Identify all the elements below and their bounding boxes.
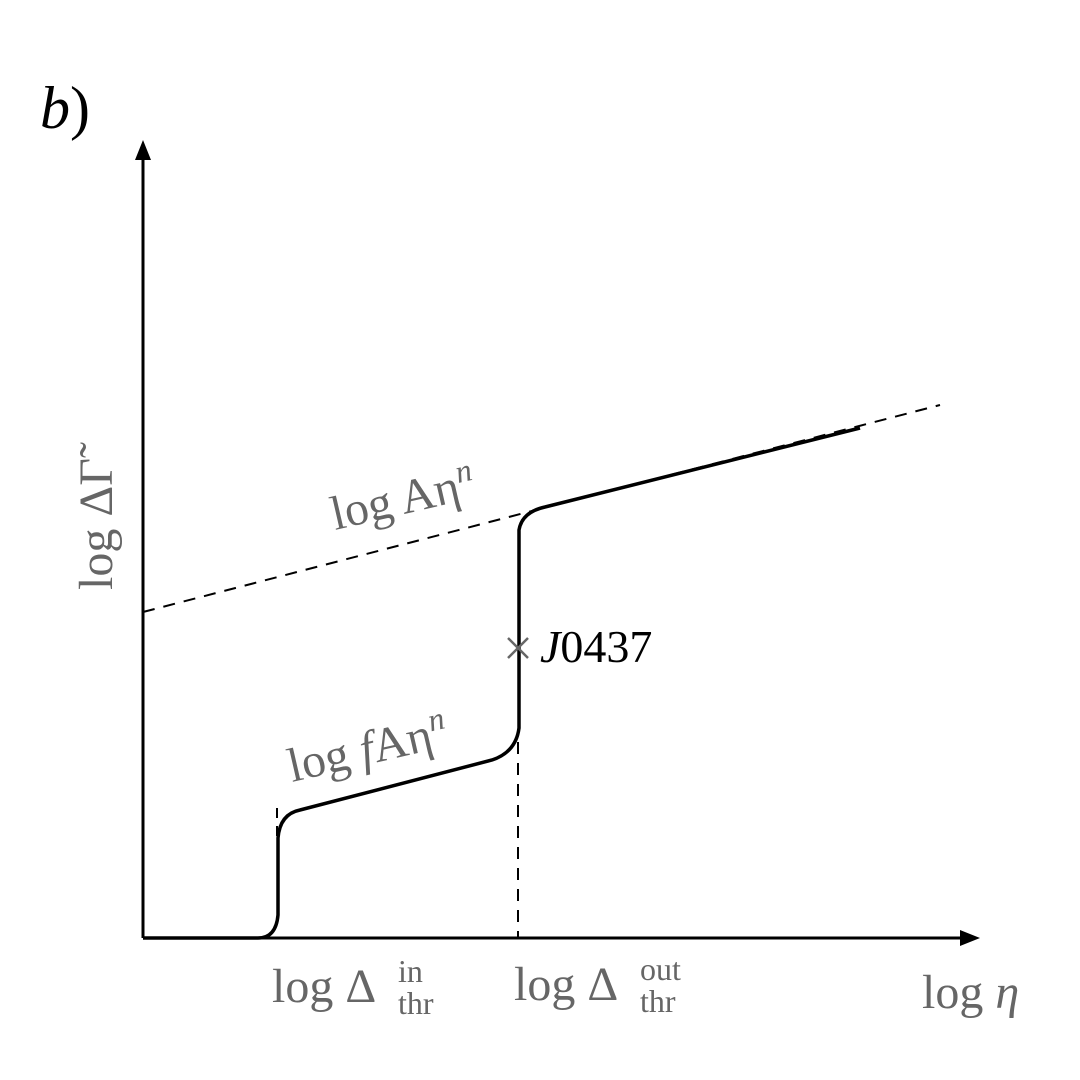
x-var: η bbox=[995, 966, 1019, 1019]
outer-threshold-label: log Δ out thr bbox=[514, 951, 681, 1019]
inner-threshold-label: log Δ in thr bbox=[272, 953, 434, 1021]
panel-label: b) bbox=[40, 75, 90, 141]
upper-sup: n bbox=[452, 451, 476, 490]
threshold-sup: out bbox=[640, 951, 681, 987]
threshold-base: log Δ bbox=[514, 958, 618, 1011]
x-prefix: log bbox=[922, 966, 995, 1019]
threshold-sup: in bbox=[398, 953, 423, 989]
threshold-sub: thr bbox=[640, 983, 676, 1019]
power-law-dashed bbox=[142, 404, 941, 613]
response-curve bbox=[143, 426, 861, 940]
panel-paren: ) bbox=[70, 75, 90, 141]
threshold-sub: thr bbox=[398, 985, 434, 1021]
lower-rest: Aη bbox=[367, 708, 437, 773]
lower-sup: n bbox=[424, 700, 448, 739]
y-arrow bbox=[135, 140, 151, 160]
panel-letter: b bbox=[40, 75, 70, 141]
x-axis-label: log η bbox=[922, 966, 1019, 1019]
point-label: J0437 bbox=[540, 621, 652, 672]
point-letter: J bbox=[540, 621, 563, 672]
point-number: 0437 bbox=[560, 621, 652, 672]
x-arrow bbox=[960, 930, 980, 946]
y-axis-label: log ΔΓ̃ bbox=[70, 442, 123, 590]
point-marker bbox=[507, 637, 529, 659]
threshold-base: log Δ bbox=[272, 960, 376, 1013]
